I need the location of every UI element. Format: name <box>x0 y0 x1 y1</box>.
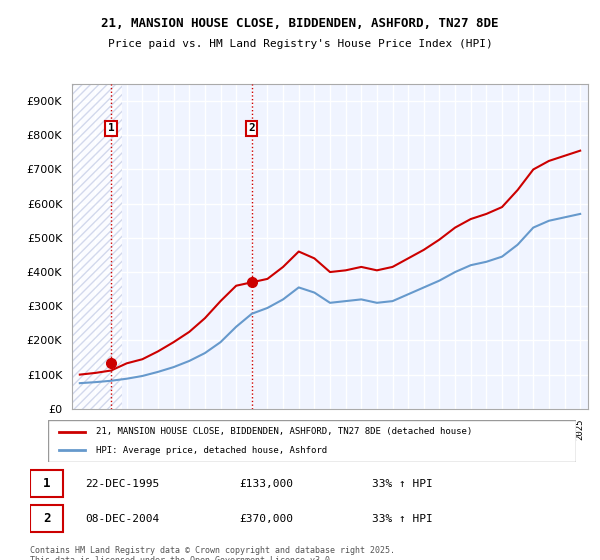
Text: 2: 2 <box>248 123 255 133</box>
FancyBboxPatch shape <box>48 420 576 462</box>
Bar <box>72 84 122 409</box>
FancyBboxPatch shape <box>30 505 63 532</box>
Text: 22-DEC-1995: 22-DEC-1995 <box>85 479 160 489</box>
Text: 1: 1 <box>108 123 115 133</box>
Text: Contains HM Land Registry data © Crown copyright and database right 2025.
This d: Contains HM Land Registry data © Crown c… <box>30 546 395 560</box>
FancyBboxPatch shape <box>30 470 63 497</box>
Text: £133,000: £133,000 <box>240 479 294 489</box>
Text: 21, MANSION HOUSE CLOSE, BIDDENDEN, ASHFORD, TN27 8DE (detached house): 21, MANSION HOUSE CLOSE, BIDDENDEN, ASHF… <box>95 427 472 436</box>
Text: HPI: Average price, detached house, Ashford: HPI: Average price, detached house, Ashf… <box>95 446 326 455</box>
Text: £370,000: £370,000 <box>240 514 294 524</box>
Text: Price paid vs. HM Land Registry's House Price Index (HPI): Price paid vs. HM Land Registry's House … <box>107 39 493 49</box>
Text: 21, MANSION HOUSE CLOSE, BIDDENDEN, ASHFORD, TN27 8DE: 21, MANSION HOUSE CLOSE, BIDDENDEN, ASHF… <box>101 17 499 30</box>
Text: 08-DEC-2004: 08-DEC-2004 <box>85 514 160 524</box>
Text: 2: 2 <box>43 512 50 525</box>
Text: 33% ↑ HPI: 33% ↑ HPI <box>372 514 433 524</box>
Text: 33% ↑ HPI: 33% ↑ HPI <box>372 479 433 489</box>
Text: 1: 1 <box>43 477 50 490</box>
